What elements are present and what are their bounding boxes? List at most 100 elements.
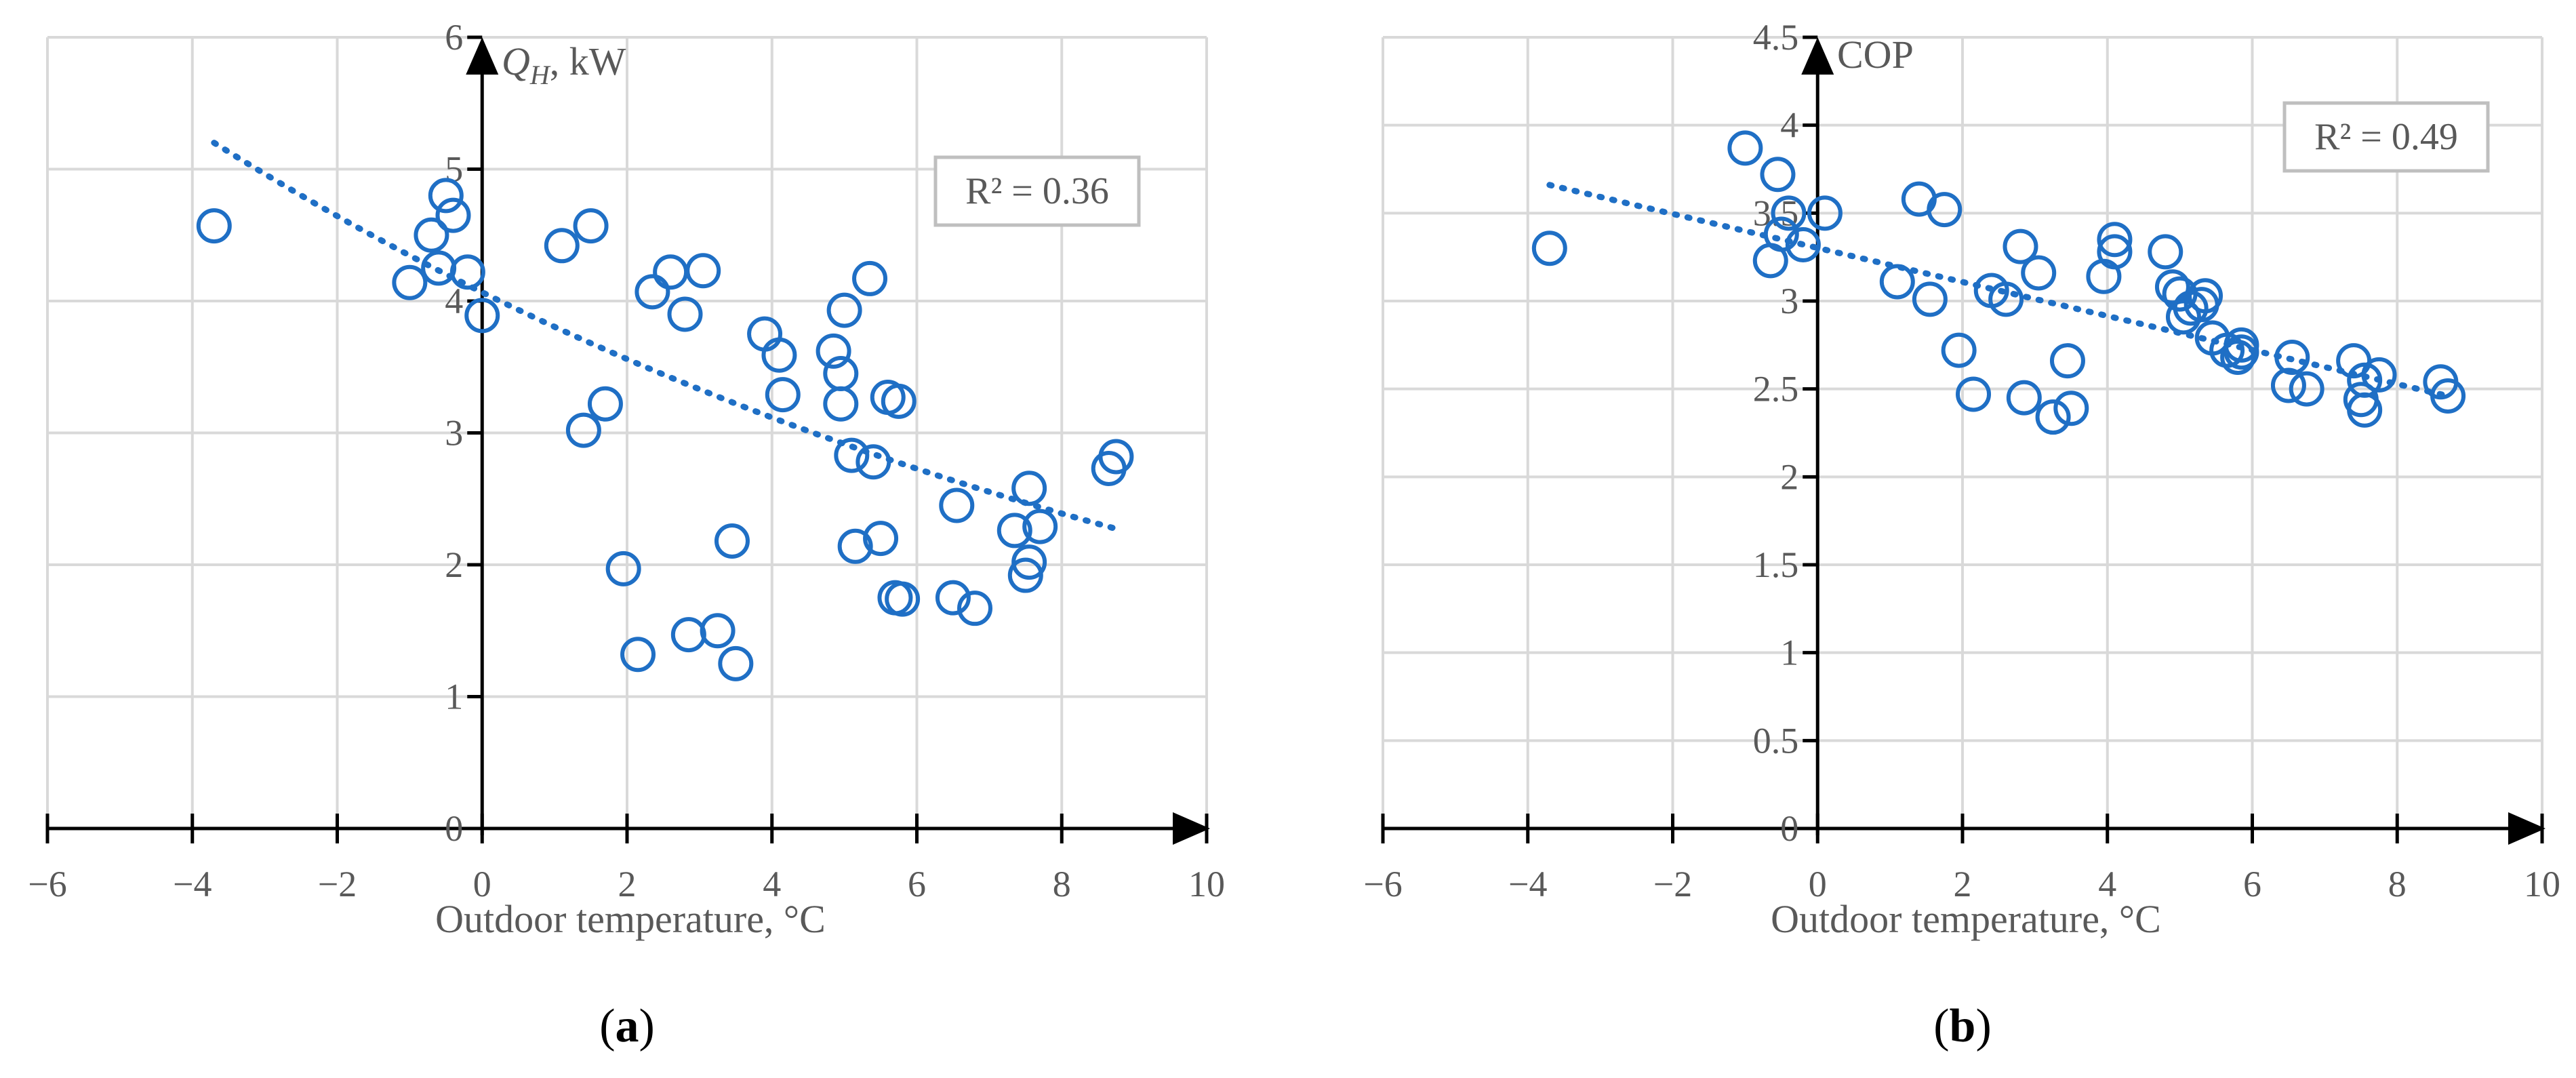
y-tick-label: 1 [445, 677, 463, 717]
data-point [565, 412, 601, 448]
data-point [1727, 130, 1763, 166]
y-tick-label: 4.5 [1753, 17, 1799, 58]
x-tick-label: 8 [1053, 864, 1071, 904]
panel-label: (a) [599, 1000, 655, 1052]
data-point [939, 487, 975, 523]
data-point [667, 296, 703, 332]
x-axis-arrow [1173, 812, 1210, 845]
x-tick-label: −2 [318, 864, 357, 904]
x-tick-label: −2 [1653, 864, 1692, 904]
x-tick-label: 6 [2243, 864, 2261, 904]
data-point [464, 298, 500, 334]
x-tick-label: 6 [908, 864, 926, 904]
y-axis-label: QH, kW [502, 39, 626, 90]
y-tick-label: 1 [1780, 633, 1798, 673]
data-point [957, 591, 992, 626]
data-point [935, 580, 971, 616]
data-point [2053, 391, 2089, 426]
y-tick-label: 0 [445, 808, 463, 849]
data-point [1011, 544, 1047, 580]
data-point [2361, 357, 2397, 393]
y-tick-label: 1.5 [1753, 544, 1799, 585]
data-point [1785, 227, 1821, 263]
gridlines [46, 36, 1208, 830]
data-point [2270, 367, 2306, 403]
x-tick-label: 2 [1954, 864, 1972, 904]
data-point [2049, 343, 2085, 379]
data-point [2097, 234, 2133, 270]
y-tick-label: 0.5 [1753, 720, 1799, 761]
x-tick-label: −6 [28, 864, 66, 904]
x-tick-label: −4 [1508, 864, 1547, 904]
data-point [2148, 234, 2183, 270]
x-tick-label: 4 [763, 864, 781, 904]
y-tick-label: 3 [1780, 281, 1798, 321]
data-point [670, 617, 706, 653]
data-point [718, 645, 754, 681]
data-point [2430, 378, 2466, 414]
y-axis-arrow [466, 37, 499, 75]
y-tick-label: 2.5 [1753, 369, 1799, 410]
data-point [2289, 371, 2325, 407]
data-point [2165, 299, 2201, 335]
data-point [765, 377, 801, 413]
data-point [714, 523, 750, 559]
y-tick-label: 2 [445, 544, 463, 585]
data-point [620, 637, 656, 673]
data-point [852, 260, 888, 296]
data-point [823, 386, 859, 422]
data-point [885, 581, 921, 617]
y-axis-arrow [1801, 37, 1834, 75]
y-tick-label: 0 [1780, 808, 1798, 849]
data-point [837, 528, 873, 564]
trendline [211, 140, 1116, 531]
data-point [2223, 334, 2259, 370]
data-point [834, 437, 870, 473]
data-point [816, 333, 851, 369]
data-point [1760, 157, 1796, 193]
r-squared-label: R² = 0.49 [2314, 116, 2458, 158]
data-point [2021, 255, 2057, 291]
r-squared-label: R² = 0.36 [965, 170, 1109, 212]
data-point [1098, 439, 1134, 475]
y-tick-label: 2 [1780, 456, 1798, 497]
data-point [1956, 376, 1992, 412]
data-point [997, 513, 1032, 548]
y-axis-label: COP [1837, 33, 1914, 77]
data-point [2188, 278, 2223, 314]
data-point [1988, 281, 2024, 317]
data-point [1763, 216, 1799, 252]
x-axis-label: Outdoor temperature, °C [1771, 897, 2161, 941]
panel-label: (b) [1933, 1000, 1992, 1052]
x-tick-label: −6 [1363, 864, 1402, 904]
data-point [1879, 264, 1915, 300]
y-tick-label: 3 [445, 413, 463, 454]
x-axis-label: Outdoor temperature, °C [435, 897, 826, 941]
data-point [449, 254, 485, 290]
data-point [685, 253, 721, 289]
data-point [2274, 339, 2310, 375]
trendline [1546, 182, 2451, 399]
x-tick-label: 0 [1809, 864, 1827, 904]
data-point [856, 444, 891, 480]
data-point [605, 551, 641, 586]
y-tick-label: 4 [1780, 105, 1798, 146]
data-point [428, 178, 464, 214]
data-point [2347, 392, 2383, 428]
x-tick-label: 10 [1188, 864, 1225, 904]
data-point [392, 264, 428, 300]
data-point [2154, 269, 2190, 305]
data-point [700, 613, 736, 649]
data-point [881, 383, 917, 419]
data-point [761, 337, 797, 373]
data-point [414, 217, 449, 253]
data-point [747, 316, 783, 352]
r-squared-box [2282, 101, 2490, 173]
x-tick-label: 4 [2098, 864, 2116, 904]
data-point [435, 197, 471, 233]
data-point [1941, 332, 1977, 368]
data-point [826, 292, 862, 328]
r-squared-box [933, 155, 1141, 227]
data-point [1531, 231, 1567, 266]
